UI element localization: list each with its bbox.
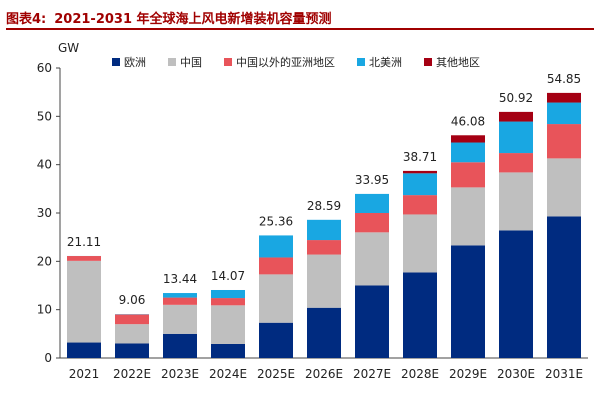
- bar-segment: [211, 343, 245, 358]
- x-tick-label: 2031E: [545, 367, 583, 381]
- figure-title-bar: 图表4: 2021-2031 年全球海上风电新增装机容量预测: [6, 6, 594, 30]
- bar-total-label: 38.71: [403, 150, 437, 164]
- x-tick-label: 2022E: [113, 367, 151, 381]
- bar-segment: [67, 256, 101, 261]
- bar-segment: [451, 245, 485, 358]
- bar-segment: [67, 342, 101, 358]
- bar-total-label: 28.59: [307, 199, 341, 213]
- legend-label: 中国以外的亚洲地区: [236, 55, 335, 69]
- bar-segment: [403, 173, 437, 196]
- bar-segment: [355, 193, 389, 213]
- x-tick-label: 2024E: [209, 367, 247, 381]
- bar-segment: [451, 135, 485, 143]
- legend-swatch: [224, 58, 232, 66]
- y-tick-label: 60: [37, 61, 52, 75]
- bar-segment: [547, 158, 581, 217]
- bar-total-label: 25.36: [259, 214, 293, 228]
- bar-total-label: 50.92: [499, 91, 533, 105]
- bar-segment: [499, 121, 533, 154]
- bar-segment: [547, 102, 581, 125]
- bar-segment: [451, 162, 485, 188]
- bar-total-label: 13.44: [163, 272, 197, 286]
- bar-segment: [307, 240, 341, 255]
- x-tick-label: 2028E: [401, 367, 439, 381]
- bar-segment: [259, 257, 293, 275]
- bar-segment: [163, 304, 197, 334]
- x-tick-label: 2026E: [305, 367, 343, 381]
- y-axis-unit-label: GW: [58, 41, 79, 55]
- bar-segment: [403, 170, 437, 174]
- legend: 欧洲 中国 中国以外的亚洲地区 北美洲 其他地区: [112, 55, 480, 69]
- bar-segment: [211, 298, 245, 306]
- bar-segment: [259, 322, 293, 358]
- bar-total-label: 46.08: [451, 114, 485, 128]
- bar-total-label: 33.95: [355, 173, 389, 187]
- bar-segment: [163, 333, 197, 358]
- x-tick-label: 2025E: [257, 367, 295, 381]
- bar-segment: [307, 219, 341, 241]
- bars: 21.11 9.06 13.44 14.07 25.36 28.59 33.95 38.71 4…: [67, 72, 581, 358]
- bar-segment: [499, 230, 533, 358]
- x-tick-label: 2021: [69, 367, 100, 381]
- y-tick-label: 30: [37, 206, 52, 220]
- bar-segment: [403, 195, 437, 215]
- y-tick-label: 50: [37, 109, 52, 123]
- bar-total-label: 21.11: [67, 235, 101, 249]
- legend-label: 北美洲: [369, 56, 402, 69]
- bar-total-label: 9.06: [119, 293, 146, 307]
- legend-swatch: [168, 58, 176, 66]
- bar-segment: [355, 213, 389, 233]
- bar-segment: [211, 289, 245, 299]
- x-tick-label: 2027E: [353, 367, 391, 381]
- bar-segment: [355, 232, 389, 286]
- bar-segment: [547, 124, 581, 159]
- figure-title: 2021-2031 年全球海上风电新增装机容量预测: [54, 11, 332, 27]
- legend-label: 其他地区: [436, 56, 480, 69]
- bar-segment: [499, 172, 533, 231]
- x-tick-label: 2030E: [497, 367, 535, 381]
- legend-swatch: [112, 58, 120, 66]
- y-tick-label: 0: [44, 351, 52, 365]
- bar-segment: [547, 216, 581, 358]
- bar-segment: [403, 214, 437, 273]
- bar-segment: [211, 305, 245, 344]
- bar-segment: [163, 297, 197, 305]
- bar-segment: [451, 187, 485, 246]
- figure-label: 图表4:: [6, 11, 47, 27]
- x-tick-label: 2029E: [449, 367, 487, 381]
- bar-total-label: 54.85: [547, 72, 581, 86]
- bar-segment: [259, 274, 293, 323]
- y-tick-label: 10: [37, 303, 52, 317]
- bar-segment: [115, 324, 149, 344]
- y-tick-label: 40: [37, 158, 52, 172]
- bar-total-label: 14.07: [211, 269, 245, 283]
- bar-segment: [499, 111, 533, 122]
- bar-segment: [115, 343, 149, 358]
- bar-segment: [67, 260, 101, 343]
- bar-segment: [451, 142, 485, 163]
- bar-segment: [163, 293, 197, 298]
- bar-segment: [259, 235, 293, 258]
- bar-segment: [403, 272, 437, 358]
- x-tick-label: 2023E: [161, 367, 199, 381]
- legend-label: 欧洲: [124, 56, 146, 69]
- bar-segment: [499, 153, 533, 173]
- bar-segment: [307, 307, 341, 358]
- legend-swatch: [357, 58, 365, 66]
- bar-segment: [307, 254, 341, 308]
- legend-label: 中国: [180, 56, 202, 69]
- bar-segment: [115, 314, 149, 325]
- bar-segment: [547, 92, 581, 103]
- y-tick-label: 20: [37, 254, 52, 268]
- legend-swatch: [424, 58, 432, 66]
- bar-segment: [355, 285, 389, 358]
